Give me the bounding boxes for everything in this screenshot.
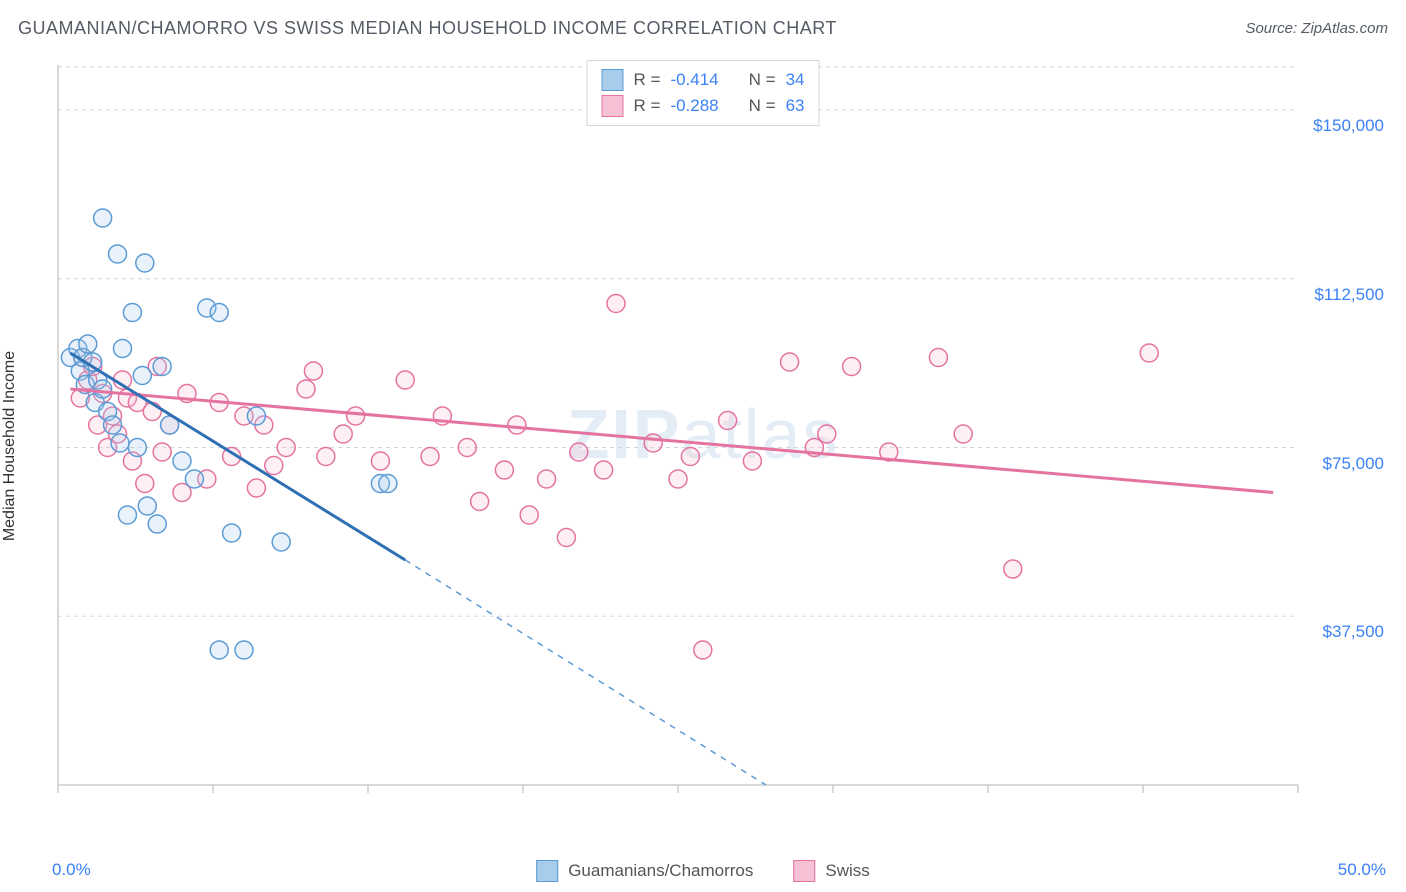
series1-n-value: 34 (786, 70, 805, 90)
source-attribution: Source: ZipAtlas.com (1245, 20, 1388, 37)
x-tick-max: 50.0% (1338, 860, 1386, 880)
stats-row-2: R = -0.288 N = 63 (602, 93, 805, 119)
legend-label-2: Swiss (825, 861, 869, 881)
y-axis-label: Median Household Income (1, 351, 19, 541)
series2-swatch (793, 860, 815, 882)
stats-legend-box: R = -0.414 N = 34 R = -0.288 N = 63 (587, 60, 820, 126)
chart-title: GUAMANIAN/CHAMORRO VS SWISS MEDIAN HOUSE… (18, 18, 837, 39)
series2-n-value: 63 (786, 96, 805, 116)
series1-swatch (536, 860, 558, 882)
stats-row-1: R = -0.414 N = 34 (602, 67, 805, 93)
header: GUAMANIAN/CHAMORRO VS SWISS MEDIAN HOUSE… (18, 18, 1388, 39)
x-tick-min: 0.0% (52, 860, 91, 880)
scatter-plot (48, 55, 1388, 815)
legend-item-1: Guamanians/Chamorros (536, 860, 753, 882)
y-tick-label: $112,500 (1314, 285, 1384, 305)
r-label: R = (634, 70, 661, 90)
series1-r-value: -0.414 (670, 70, 718, 90)
chart-container: GUAMANIAN/CHAMORRO VS SWISS MEDIAN HOUSE… (0, 0, 1406, 892)
legend-item-2: Swiss (793, 860, 869, 882)
n-label: N = (749, 96, 776, 116)
series2-r-value: -0.288 (670, 96, 718, 116)
series2-swatch (602, 95, 624, 117)
series1-swatch (602, 69, 624, 91)
legend-label-1: Guamanians/Chamorros (568, 861, 753, 881)
bottom-legend: Guamanians/Chamorros Swiss (536, 860, 870, 882)
y-tick-label: $75,000 (1323, 454, 1384, 474)
y-tick-label: $150,000 (1313, 116, 1384, 136)
n-label: N = (749, 70, 776, 90)
y-tick-label: $37,500 (1323, 622, 1384, 642)
r-label: R = (634, 96, 661, 116)
